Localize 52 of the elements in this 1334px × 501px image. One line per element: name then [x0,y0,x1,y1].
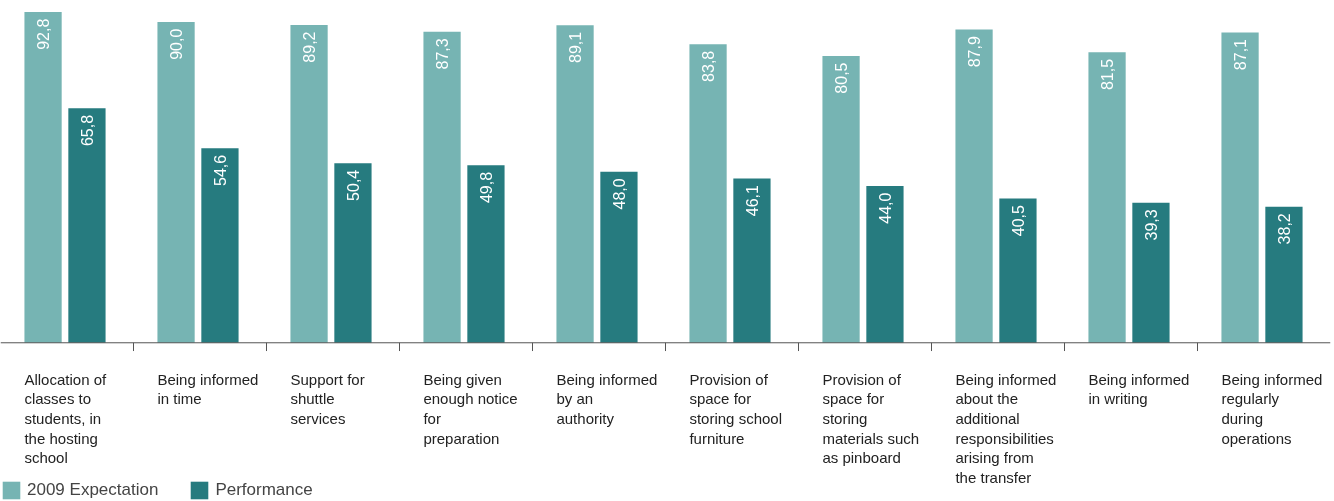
x-tick-label: Support for shuttle services [290,370,365,427]
data-label: 83,8 [700,50,718,82]
bar [24,12,62,343]
bar [334,163,372,343]
data-label: 49,8 [477,171,495,204]
bar [1265,206,1303,343]
data-label: 44,0 [876,192,894,224]
data-label: 50,4 [344,169,362,201]
bar [556,25,594,343]
x-tick-label: Being informed regularly during operations [1221,370,1323,447]
bar [1088,52,1126,343]
data-label: 54,6 [211,154,229,186]
bar [467,165,505,343]
bar [689,44,727,343]
data-label: 87,9 [966,36,984,68]
bar [822,55,860,343]
bar [1221,32,1259,343]
data-label: 38,2 [1275,213,1293,245]
data-label: 90,0 [168,28,186,60]
x-tick-label: Being given enough notice for preparation [423,370,518,447]
data-label: 48,0 [610,178,628,210]
x-tick-label: Allocation of classes to students, in the hosting school [24,370,107,467]
x-tick-label: Being informed by an authority [556,370,658,427]
bar [157,22,195,343]
bar [1132,202,1170,343]
bar [290,24,328,343]
x-tick-label: Being informed in writing [1088,370,1190,408]
data-label: 87,3 [434,38,452,70]
data-label: 89,1 [567,31,585,64]
bar [999,198,1037,343]
x-tick-label: Being informed in time [157,370,259,408]
legend-label: 2009 Expectation [27,480,159,500]
bar [955,29,993,343]
data-label: 92,8 [35,18,53,50]
data-label: 87,1 [1232,38,1250,71]
x-tick-label: Provision of space for storing school furniture [689,370,782,447]
bar [866,185,904,343]
x-tick-label: Being informed about the additional responsibilities arising from the transfer [955,370,1057,486]
data-label: 80,5 [833,62,851,94]
legend-label: Performance [215,480,313,500]
data-label: 40,5 [1009,204,1027,237]
bar [201,148,239,343]
bar [733,178,771,343]
bar [423,31,461,343]
x-tick-label: Provision of space for storing materials such as pinboard [822,370,920,467]
data-label: 65,8 [78,114,96,147]
data-label: 89,2 [301,31,319,63]
data-label: 39,3 [1142,209,1160,241]
data-label: 46,1 [743,185,761,217]
data-label: 81,5 [1099,58,1117,91]
bar [600,171,638,343]
bar [68,108,106,343]
